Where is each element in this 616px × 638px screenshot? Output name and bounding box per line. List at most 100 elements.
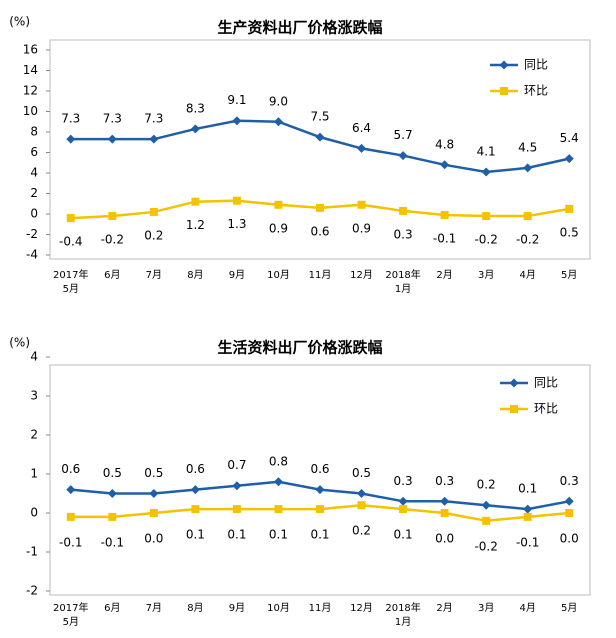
y-tick-label: -1 <box>26 545 38 559</box>
data-label: 1.2 <box>186 218 205 232</box>
marker <box>274 200 283 209</box>
marker <box>190 124 200 134</box>
chart-title: 生产资料出厂价格涨跌幅 <box>217 19 382 37</box>
data-label: 9.1 <box>227 93 246 107</box>
marker <box>232 481 242 491</box>
data-label: 0.1 <box>518 482 537 496</box>
x-tick-label: 8月 <box>187 269 203 281</box>
marker <box>191 505 200 514</box>
x-tick-label: 2018年 <box>385 601 420 614</box>
data-label: 0.8 <box>269 454 288 468</box>
marker <box>66 485 76 495</box>
data-label: -0.2 <box>101 233 124 247</box>
marker <box>398 496 408 506</box>
marker <box>315 132 325 142</box>
x-tick-label: 3月 <box>478 269 494 281</box>
y-tick-label: 3 <box>30 389 38 403</box>
x-tick-label: 3月 <box>478 602 494 614</box>
plot-frame <box>49 364 591 596</box>
x-tick-label: 2月 <box>436 269 452 281</box>
y-unit: (%) <box>9 336 30 350</box>
data-label: 0.6 <box>186 462 205 476</box>
marker <box>398 151 408 161</box>
x-tick-label: 5月 <box>561 269 577 281</box>
marker <box>273 117 283 127</box>
marker <box>107 489 117 498</box>
data-label: -0.2 <box>516 233 539 247</box>
legend-label: 同比 <box>524 58 548 72</box>
marker <box>149 489 159 498</box>
plot-frame <box>49 39 591 260</box>
marker <box>440 509 449 517</box>
x-tick-label: 12月 <box>350 269 373 281</box>
y-tick-label: 16 <box>23 43 38 57</box>
marker <box>500 87 508 95</box>
data-label: -0.1 <box>59 535 82 549</box>
data-label: 7.3 <box>144 112 163 126</box>
data-label: 0.5 <box>103 466 122 480</box>
data-label: 4.5 <box>518 140 537 154</box>
data-label: 8.3 <box>186 101 205 115</box>
x-tick-label: 7月 <box>146 269 162 281</box>
y-tick-label: 12 <box>23 84 38 98</box>
y-tick-label: 4 <box>30 350 38 364</box>
data-label: 6.4 <box>352 121 371 135</box>
data-label: 0.2 <box>352 524 371 538</box>
x-tick-label: 11月 <box>309 602 332 614</box>
data-label: 4.8 <box>435 137 454 151</box>
y-tick-label: 0 <box>30 506 38 520</box>
data-label: 0.1 <box>227 528 246 542</box>
x-tick-label: 10月 <box>267 602 290 614</box>
legend-label: 同比 <box>534 376 558 390</box>
marker <box>108 212 117 221</box>
marker <box>316 203 324 212</box>
data-label: 0.5 <box>560 225 579 239</box>
data-label: 0.1 <box>269 528 288 542</box>
data-label: 5.4 <box>560 131 579 145</box>
marker <box>149 207 158 216</box>
y-tick-label: 14 <box>23 63 38 77</box>
x-tick-label: 1月 <box>395 616 411 628</box>
x-tick-label: 6月 <box>104 269 120 281</box>
data-label: 7.5 <box>310 110 329 124</box>
x-tick-label: 4月 <box>520 602 536 614</box>
data-label: 0.2 <box>144 228 163 242</box>
y-tick-label: 4 <box>30 166 38 180</box>
data-label: 0.6 <box>61 462 80 476</box>
data-label: 0.9 <box>352 221 371 235</box>
marker <box>564 496 574 506</box>
data-label: 0.2 <box>477 478 496 492</box>
marker <box>357 143 367 153</box>
marker <box>232 196 241 205</box>
x-tick-label: 11月 <box>309 269 332 281</box>
marker <box>509 378 519 388</box>
marker <box>523 512 532 521</box>
data-label: -0.2 <box>474 539 497 553</box>
data-label: -0.1 <box>101 535 124 549</box>
x-tick-label: 10月 <box>267 269 290 281</box>
x-tick-label: 12月 <box>350 602 373 614</box>
legend-label: 环比 <box>534 402 558 416</box>
marker <box>440 211 449 220</box>
y-tick-label: 6 <box>30 145 38 159</box>
marker <box>357 200 366 209</box>
y-tick-label: 0 <box>30 207 38 221</box>
x-tick-label: 9月 <box>229 269 245 281</box>
x-tick-label: 6月 <box>104 602 120 614</box>
y-tick-label: -2 <box>26 584 38 598</box>
data-label: 9.0 <box>269 94 288 108</box>
marker <box>108 512 117 521</box>
y-tick-label: 1 <box>30 467 38 481</box>
data-label: 0.1 <box>186 528 205 542</box>
data-label: 0.0 <box>435 532 454 546</box>
marker <box>149 134 159 144</box>
data-label: 0.3 <box>560 474 579 488</box>
marker <box>481 500 491 510</box>
y-tick-label: 2 <box>30 186 38 200</box>
data-label: -0.2 <box>474 233 497 247</box>
marker <box>274 505 283 514</box>
marker <box>565 509 574 517</box>
marker <box>481 167 491 177</box>
data-label: 0.7 <box>227 458 246 472</box>
x-tick-label: 5月 <box>63 616 79 628</box>
